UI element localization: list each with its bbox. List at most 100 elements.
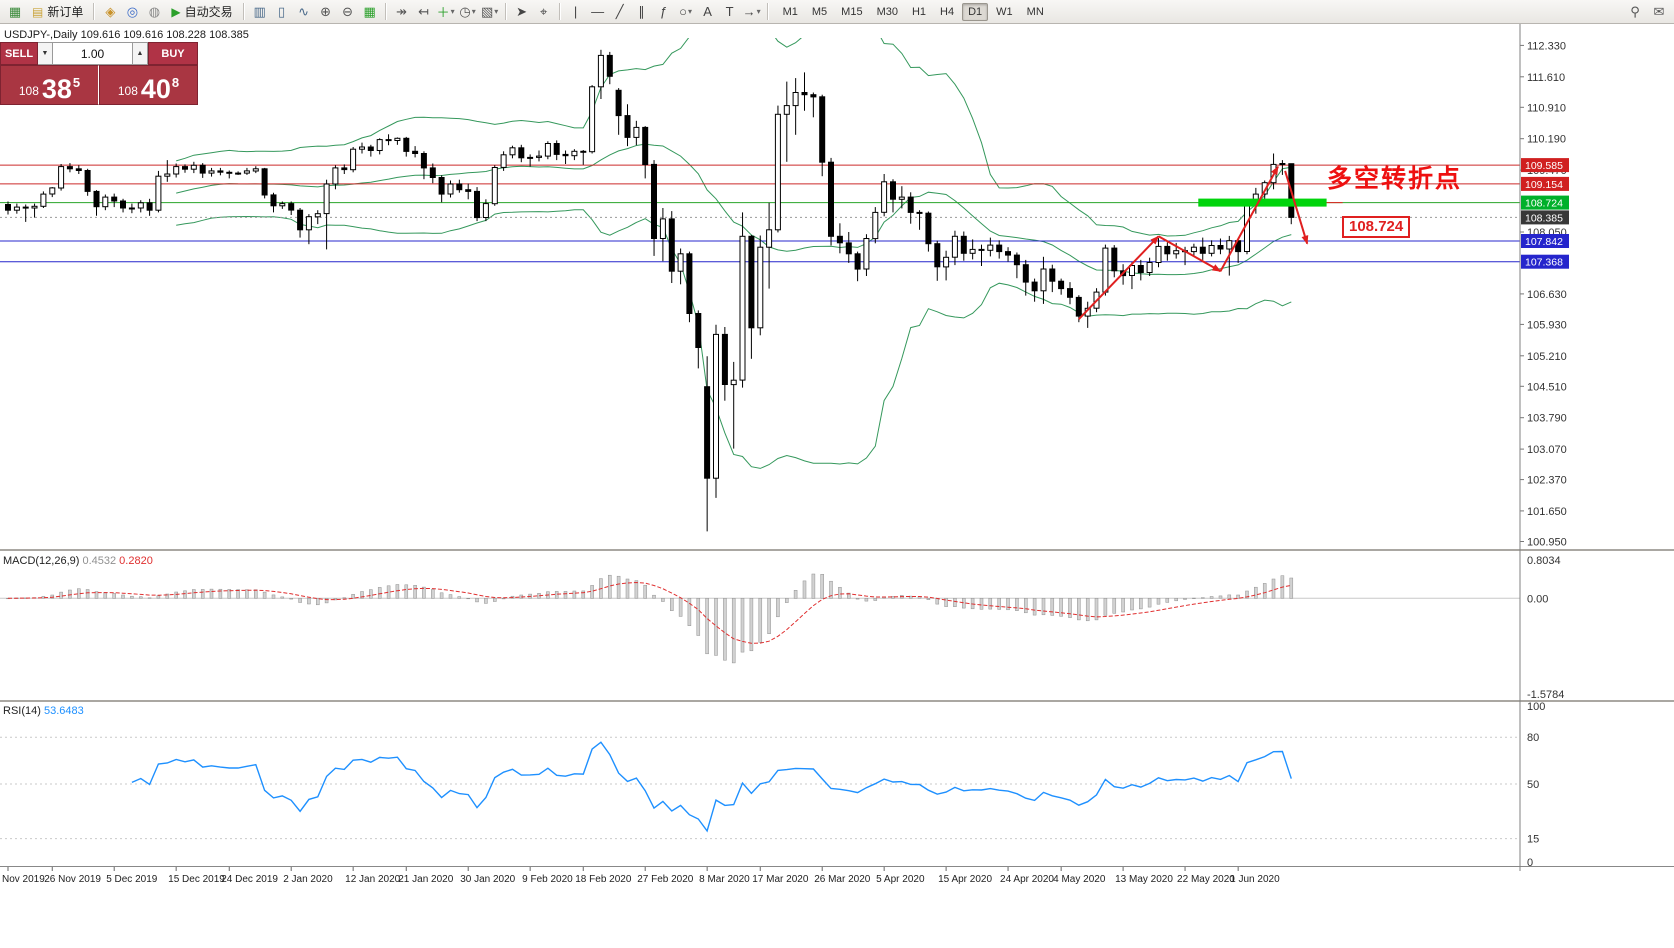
timeframe-h1[interactable]: H1	[911, 5, 927, 18]
timeframe-h4[interactable]: H4	[940, 5, 955, 18]
buy-price-button[interactable]: 108 40 8	[99, 65, 198, 105]
new-order-button[interactable]: ▤ 新订单	[26, 2, 89, 22]
main-price-panel	[0, 38, 1520, 532]
indicators-button-caret[interactable]: ▾	[450, 7, 455, 16]
equidistant-channel-icon[interactable]: ∥	[638, 3, 645, 19]
price-tick-label: 106.630	[1527, 289, 1567, 301]
line-chart-icon[interactable]: ∿	[298, 3, 310, 19]
arrows-button-caret[interactable]: ▾	[756, 7, 761, 16]
arrows-button[interactable]: → ▾	[742, 4, 761, 19]
toolbar: ▦ ▤ 新订单 ◈ ◎ ◍ ▶ 自动交易 ▥ ▯ ∿ ⊕ ⊖ ▦ ↠ ↤ ＋ ▾ ◷ ▾ ▧ ▾ ➤ ⌖ | — ╱ ∥ ƒ ○ ▾ A T → ▾…	[0, 0, 1674, 24]
volume-increase-button[interactable]: ▲	[133, 42, 148, 65]
chat-icon[interactable]: ✉	[1653, 3, 1665, 19]
macd-axis-zero: 0.00	[1527, 593, 1548, 605]
indicators-button[interactable]: ＋ ▾	[436, 5, 455, 20]
text-label-icon[interactable]: T	[725, 4, 734, 19]
price-tick-label: 104.510	[1527, 381, 1567, 393]
price-badge	[1521, 195, 1569, 210]
volume-decrease-button[interactable]: ▼	[38, 42, 53, 65]
autotrading-button[interactable]: ▶ 自动交易	[165, 2, 238, 22]
buy-price-point: 8	[171, 75, 180, 90]
toolbar-separator	[93, 3, 96, 20]
buy-price-figure: 108	[117, 84, 138, 98]
timeframe-m1[interactable]: M1	[782, 5, 798, 18]
price-scale[interactable]: 112.330111.610110.910110.190109.470108.0…	[1520, 40, 1569, 549]
sell-price-button[interactable]: 108 38 5	[0, 65, 99, 105]
autotrading-button-icon: ▶	[171, 4, 181, 19]
templates-button[interactable]: ▧ ▾	[480, 3, 499, 19]
periods-button[interactable]: ◷ ▾	[459, 3, 476, 19]
auto-scroll-icon[interactable]: ↠	[396, 3, 408, 19]
date-label: 15 Apr 2020	[938, 874, 992, 885]
price-badge-label: 107.842	[1525, 236, 1563, 248]
trend-arrow[interactable]	[1158, 235, 1222, 273]
candlestick-chart-icon[interactable]: ▯	[278, 3, 286, 19]
shapes-button[interactable]: ○ ▾	[679, 4, 693, 19]
horizontal-line-icon[interactable]: —	[591, 4, 605, 19]
alerts-icon[interactable]: ◍	[148, 3, 161, 19]
timeframe-w1[interactable]: W1	[996, 5, 1013, 18]
bar-chart-icon[interactable]: ▥	[253, 3, 266, 19]
price-badge	[1521, 210, 1569, 225]
date-label: 24 Dec 2019	[221, 874, 278, 885]
support-zone-bar[interactable]	[1198, 198, 1327, 207]
timeframe-mn[interactable]: MN	[1026, 5, 1044, 18]
buy-button[interactable]: BUY	[148, 42, 198, 65]
price-tick-label: 112.330	[1527, 40, 1566, 52]
price-badge-label: 109.154	[1525, 179, 1563, 191]
level-price-label[interactable]: 108.724	[1342, 216, 1411, 238]
macd-label: MACD(12,26,9) 0.4532 0.2820	[3, 555, 153, 567]
price-badge-label: 107.368	[1525, 257, 1563, 269]
volume-input[interactable]	[53, 42, 133, 65]
date-label: 13 May 2020	[1115, 874, 1173, 885]
quick-search-icon[interactable]: ⚲	[1630, 3, 1640, 19]
macd-histogram	[6, 573, 1294, 664]
shapes-button-caret[interactable]: ▾	[688, 7, 693, 16]
price-tick-label: 105.210	[1527, 351, 1567, 363]
timeframe-m15[interactable]: M15	[841, 5, 863, 18]
templates-button-caret[interactable]: ▾	[494, 7, 499, 16]
rsi-axis-bottom: 0	[1527, 857, 1533, 869]
price-badge-label: 109.585	[1525, 160, 1563, 172]
new-chart-icon[interactable]: ▦	[8, 3, 22, 19]
toolbar-separator	[242, 3, 245, 20]
rsi-axis-top: 100	[1527, 701, 1545, 713]
date-label: 15 Dec 2019	[168, 874, 225, 885]
rsi-label: RSI(14) 53.6483	[3, 705, 84, 717]
turning-point-annotation: 多空转折点	[1327, 165, 1463, 193]
trend-arrow[interactable]	[1219, 165, 1279, 272]
zoom-in-icon[interactable]: ⊕	[320, 3, 332, 19]
trend-arrow[interactable]	[1078, 235, 1160, 320]
timeframe-d1[interactable]: D1	[962, 2, 989, 21]
timeframe-m30[interactable]: M30	[876, 5, 898, 18]
fibonacci-icon[interactable]: ƒ	[659, 4, 668, 19]
date-label: 2 Jan 2020	[283, 874, 333, 885]
periods-button-caret[interactable]: ▾	[471, 7, 476, 16]
price-tick-label: 100.950	[1527, 537, 1567, 549]
sell-price-figure: 108	[18, 84, 39, 98]
chart-canvas[interactable]: 112.330111.610110.910110.190109.470108.0…	[0, 24, 1674, 948]
rsi-level-label: 15	[1527, 834, 1539, 846]
text-icon[interactable]: A	[703, 4, 712, 19]
panel-separator[interactable]	[0, 700, 1674, 702]
price-tick-label: 102.370	[1527, 475, 1567, 487]
date-label: 1 Jun 2020	[1230, 874, 1280, 885]
macd-axis-min: -1.5784	[1527, 689, 1564, 701]
chart-shift-icon[interactable]: ↤	[418, 3, 430, 19]
panel-separator[interactable]	[0, 549, 1674, 551]
timeframe-m5[interactable]: M5	[811, 5, 828, 18]
sell-button[interactable]: SELL	[0, 42, 38, 65]
vertical-line-icon[interactable]: |	[573, 4, 578, 19]
price-badge	[1521, 176, 1569, 191]
new-order-button-icon: ▤	[32, 4, 44, 19]
metaeditor-icon[interactable]: ◈	[105, 3, 116, 19]
trend-arrow[interactable]	[1284, 170, 1309, 245]
zoom-out-icon[interactable]: ⊖	[342, 3, 354, 19]
trendline-icon[interactable]: ╱	[615, 3, 624, 19]
terminal-icon[interactable]: ◎	[126, 3, 139, 19]
crosshair-icon[interactable]: ⌖	[539, 3, 548, 19]
tile-windows-icon[interactable]: ▦	[363, 3, 376, 19]
date-label: 22 May 2020	[1177, 874, 1235, 885]
cursor-icon[interactable]: ➤	[516, 3, 528, 19]
macd-panel	[0, 573, 1520, 664]
